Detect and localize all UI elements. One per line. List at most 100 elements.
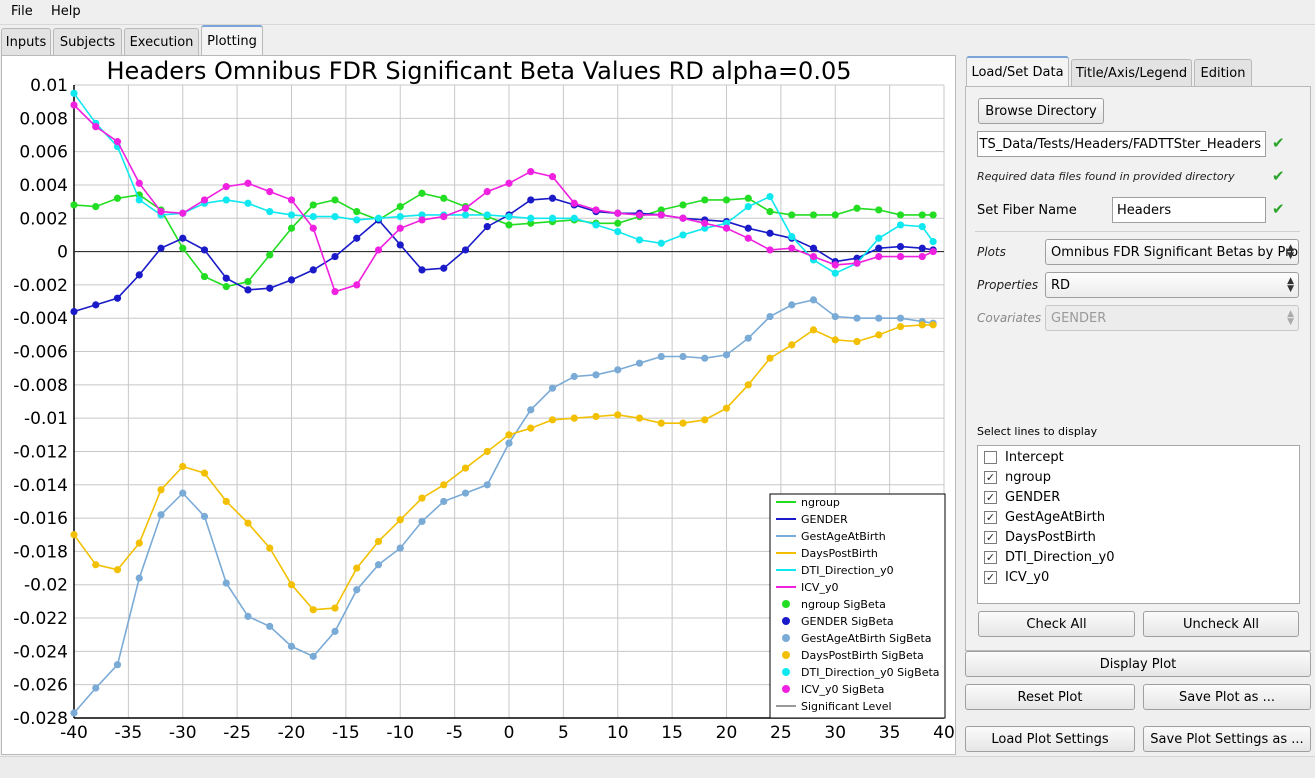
sigbeta-point-dayspostbirth (570, 414, 578, 422)
sigbeta-point-dayspostbirth (287, 581, 296, 589)
tab-edition[interactable]: Edition (1194, 59, 1252, 86)
uncheck-all-button[interactable]: Uncheck All (1143, 611, 1299, 637)
sigbeta-point-gender (418, 266, 426, 274)
menu-file[interactable]: File (11, 4, 33, 19)
load-plot-settings-button[interactable]: Load Plot Settings (965, 726, 1135, 752)
sigbeta-point-icv_y0 (353, 281, 361, 289)
sigbeta-point-gestageatbirth (353, 586, 361, 594)
sigbeta-point-dayspostbirth (548, 416, 557, 424)
reset-plot-button[interactable]: Reset Plot (965, 684, 1135, 710)
select-lines-label: Select lines to display (977, 425, 1098, 438)
sigbeta-point-gender (896, 242, 905, 251)
sigbeta-point-gestageatbirth (222, 579, 230, 587)
tab-execution[interactable]: Execution (124, 28, 199, 55)
save-plot-settings-as-button[interactable]: Save Plot Settings as ... (1143, 726, 1311, 752)
browse-directory-button[interactable]: Browse Directory (978, 98, 1104, 124)
sigbeta-point-gestageatbirth (92, 684, 100, 692)
line-checkbox[interactable] (984, 450, 997, 464)
menu-help[interactable]: Help (51, 4, 81, 19)
sigbeta-point-icv_y0 (396, 224, 404, 232)
legend-dot-swatch (782, 685, 790, 693)
sigbeta-point-dayspostbirth (788, 341, 796, 349)
sigbeta-point-dti_direction_y0 (70, 89, 78, 97)
properties-combo[interactable]: RD ▲ ▼ (1045, 272, 1299, 298)
line-checkbox-label: ngroup (1005, 469, 1051, 485)
fiber-name-input[interactable]: Headers (1112, 197, 1266, 223)
sigbeta-point-icv_y0 (70, 101, 78, 109)
sigbeta-point-gender (548, 194, 557, 202)
line-toggle-row[interactable]: ✓ ICV_y0 (984, 567, 1049, 587)
line-checkbox[interactable]: ✓ (984, 510, 997, 524)
sigbeta-point-gestageatbirth (788, 301, 796, 309)
tab-title-axis-legend[interactable]: Title/Axis/Legend (1071, 59, 1192, 86)
sigbeta-point-gender (331, 252, 339, 261)
files-found-text: Required data files found in provided di… (977, 170, 1235, 183)
x-tick-label: -15 (332, 723, 360, 743)
sigbeta-point-ngroup (200, 272, 209, 281)
sigbeta-point-gender (766, 229, 774, 237)
line-checkbox[interactable]: ✓ (984, 530, 997, 544)
y-tick-label: -0.028 (13, 709, 68, 729)
sigbeta-point-gestageatbirth (396, 544, 404, 552)
plot-area: Headers Omnibus FDR Significant Beta Val… (1, 55, 956, 755)
line-checkbox-label: Intercept (1005, 449, 1064, 465)
sigbeta-point-icv_y0 (918, 252, 926, 261)
sigbeta-point-gestageatbirth (200, 512, 209, 521)
sigbeta-point-dti_direction_y0 (244, 199, 252, 207)
sigbeta-point-ngroup (918, 211, 926, 219)
directory-ok-check-icon: ✔ (1272, 134, 1285, 152)
sigbeta-point-icv_y0 (200, 196, 209, 204)
sigbeta-point-icv_y0 (483, 188, 491, 196)
y-tick-label: -0.018 (13, 542, 68, 562)
y-tick-label: -0.002 (13, 276, 68, 296)
sigbeta-point-gestageatbirth (744, 334, 752, 342)
sigbeta-point-dayspostbirth (483, 447, 491, 456)
sigbeta-point-ngroup (527, 219, 535, 227)
sigbeta-point-ngroup (766, 208, 774, 216)
line-toggle-row[interactable]: ✓ ngroup (984, 467, 1051, 487)
sigbeta-point-ngroup (244, 277, 252, 286)
line-toggle-row[interactable]: Intercept (984, 447, 1064, 467)
tab-subjects[interactable]: Subjects (53, 28, 122, 55)
sigbeta-point-icv_y0 (309, 224, 317, 232)
sigbeta-point-icv_y0 (244, 179, 252, 187)
line-toggle-row[interactable]: ✓ GestAgeAtBirth (984, 507, 1105, 527)
sigbeta-point-dti_direction_y0 (266, 208, 274, 216)
plots-combo[interactable]: Omnibus FDR Significant Betas by Propert… (1045, 239, 1299, 265)
legend-entry: DTI_Direction_y0 (801, 564, 894, 577)
y-tick-label: -0.01 (24, 409, 68, 429)
sigbeta-point-gestageatbirth (766, 312, 774, 321)
line-checkbox[interactable]: ✓ (984, 570, 997, 584)
sigbeta-point-ngroup (309, 201, 317, 209)
fiber-name-check-icon: ✔ (1272, 200, 1285, 218)
x-tick-label: 35 (879, 723, 901, 743)
line-checkbox[interactable]: ✓ (984, 490, 997, 504)
tab-inputs[interactable]: Inputs (1, 28, 51, 55)
sigbeta-point-gestageatbirth (635, 359, 644, 367)
covariates-combo-value: GENDER (1051, 310, 1107, 326)
sigbeta-point-ngroup (287, 224, 296, 232)
plots-label: Plots (977, 245, 1006, 259)
directory-field[interactable]: TS_Data/Tests/Headers/FADTTSter_Headers (977, 131, 1266, 157)
x-tick-label: 10 (607, 723, 629, 743)
tab-plotting[interactable]: Plotting (201, 25, 263, 55)
display-plot-button[interactable]: Display Plot (965, 651, 1311, 677)
sigbeta-point-gestageatbirth (440, 497, 448, 506)
line-checkbox[interactable]: ✓ (984, 470, 997, 484)
line-checkbox[interactable]: ✓ (984, 550, 997, 564)
check-all-button[interactable]: Check All (978, 611, 1135, 637)
sigbeta-point-dti_direction_y0 (353, 216, 361, 224)
line-toggle-row[interactable]: ✓ DTI_Direction_y0 (984, 547, 1114, 567)
line-checkbox-label: GENDER (1005, 489, 1061, 505)
sigbeta-point-gestageatbirth (809, 296, 818, 304)
sigbeta-point-dayspostbirth (135, 539, 143, 547)
sigbeta-point-ngroup (353, 208, 361, 216)
sigbeta-point-gestageatbirth (374, 561, 383, 569)
line-toggle-row[interactable]: ✓ GENDER (984, 487, 1060, 507)
x-tick-label: 15 (661, 723, 683, 743)
sigbeta-point-gestageatbirth (309, 652, 317, 660)
line-toggle-row[interactable]: ✓ DaysPostBirth (984, 527, 1096, 547)
sigbeta-point-icv_y0 (331, 287, 339, 296)
save-plot-as-button[interactable]: Save Plot as ... (1143, 684, 1311, 710)
tab-load-set-data[interactable]: Load/Set Data (966, 56, 1069, 86)
